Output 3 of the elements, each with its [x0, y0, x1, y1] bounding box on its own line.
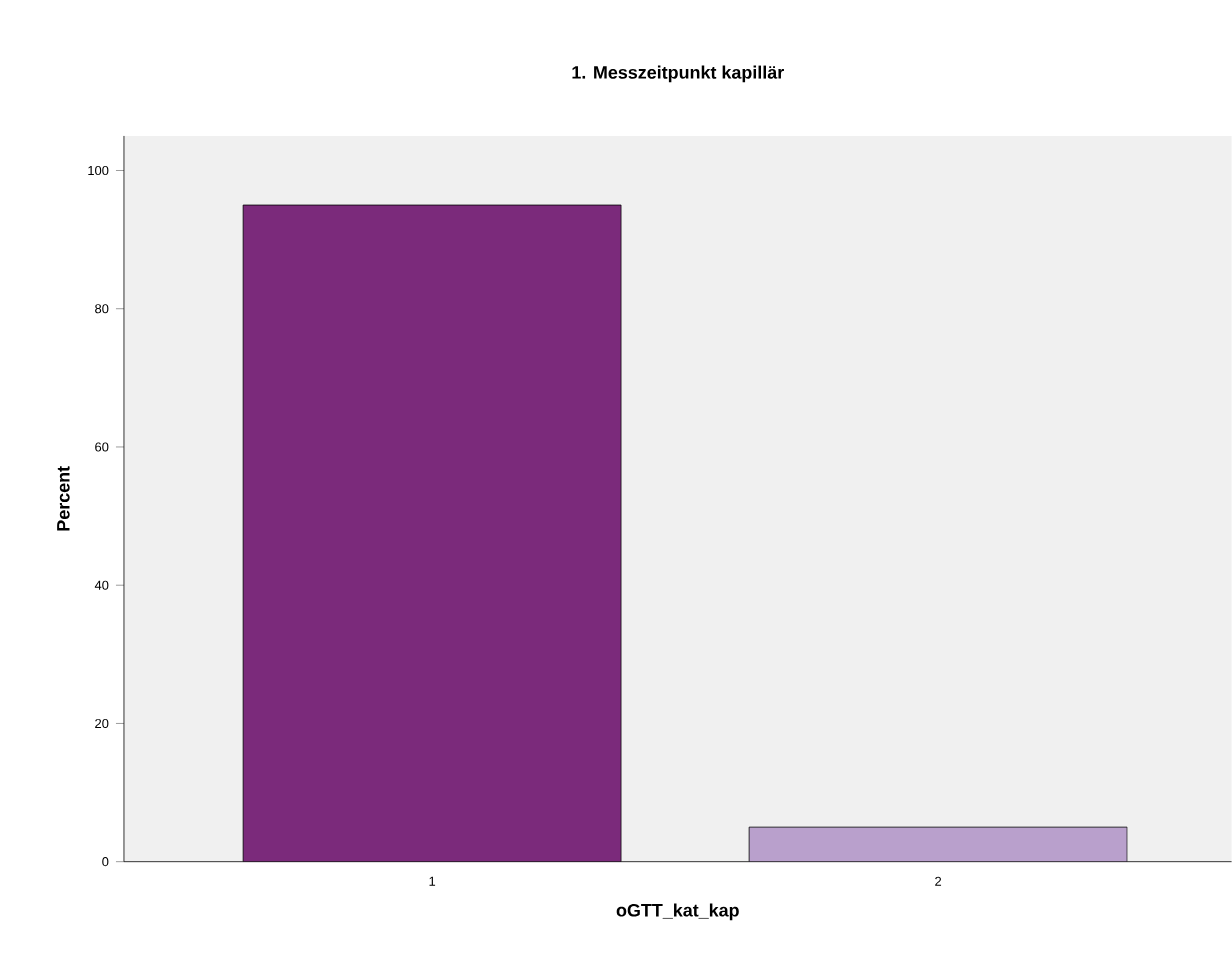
y-axis-title: Percent — [57, 466, 70, 531]
x-axis-title: oGTT_kat_kap — [616, 903, 739, 921]
chart-title: 1. Messzeitpunkt kapillär — [572, 65, 784, 83]
